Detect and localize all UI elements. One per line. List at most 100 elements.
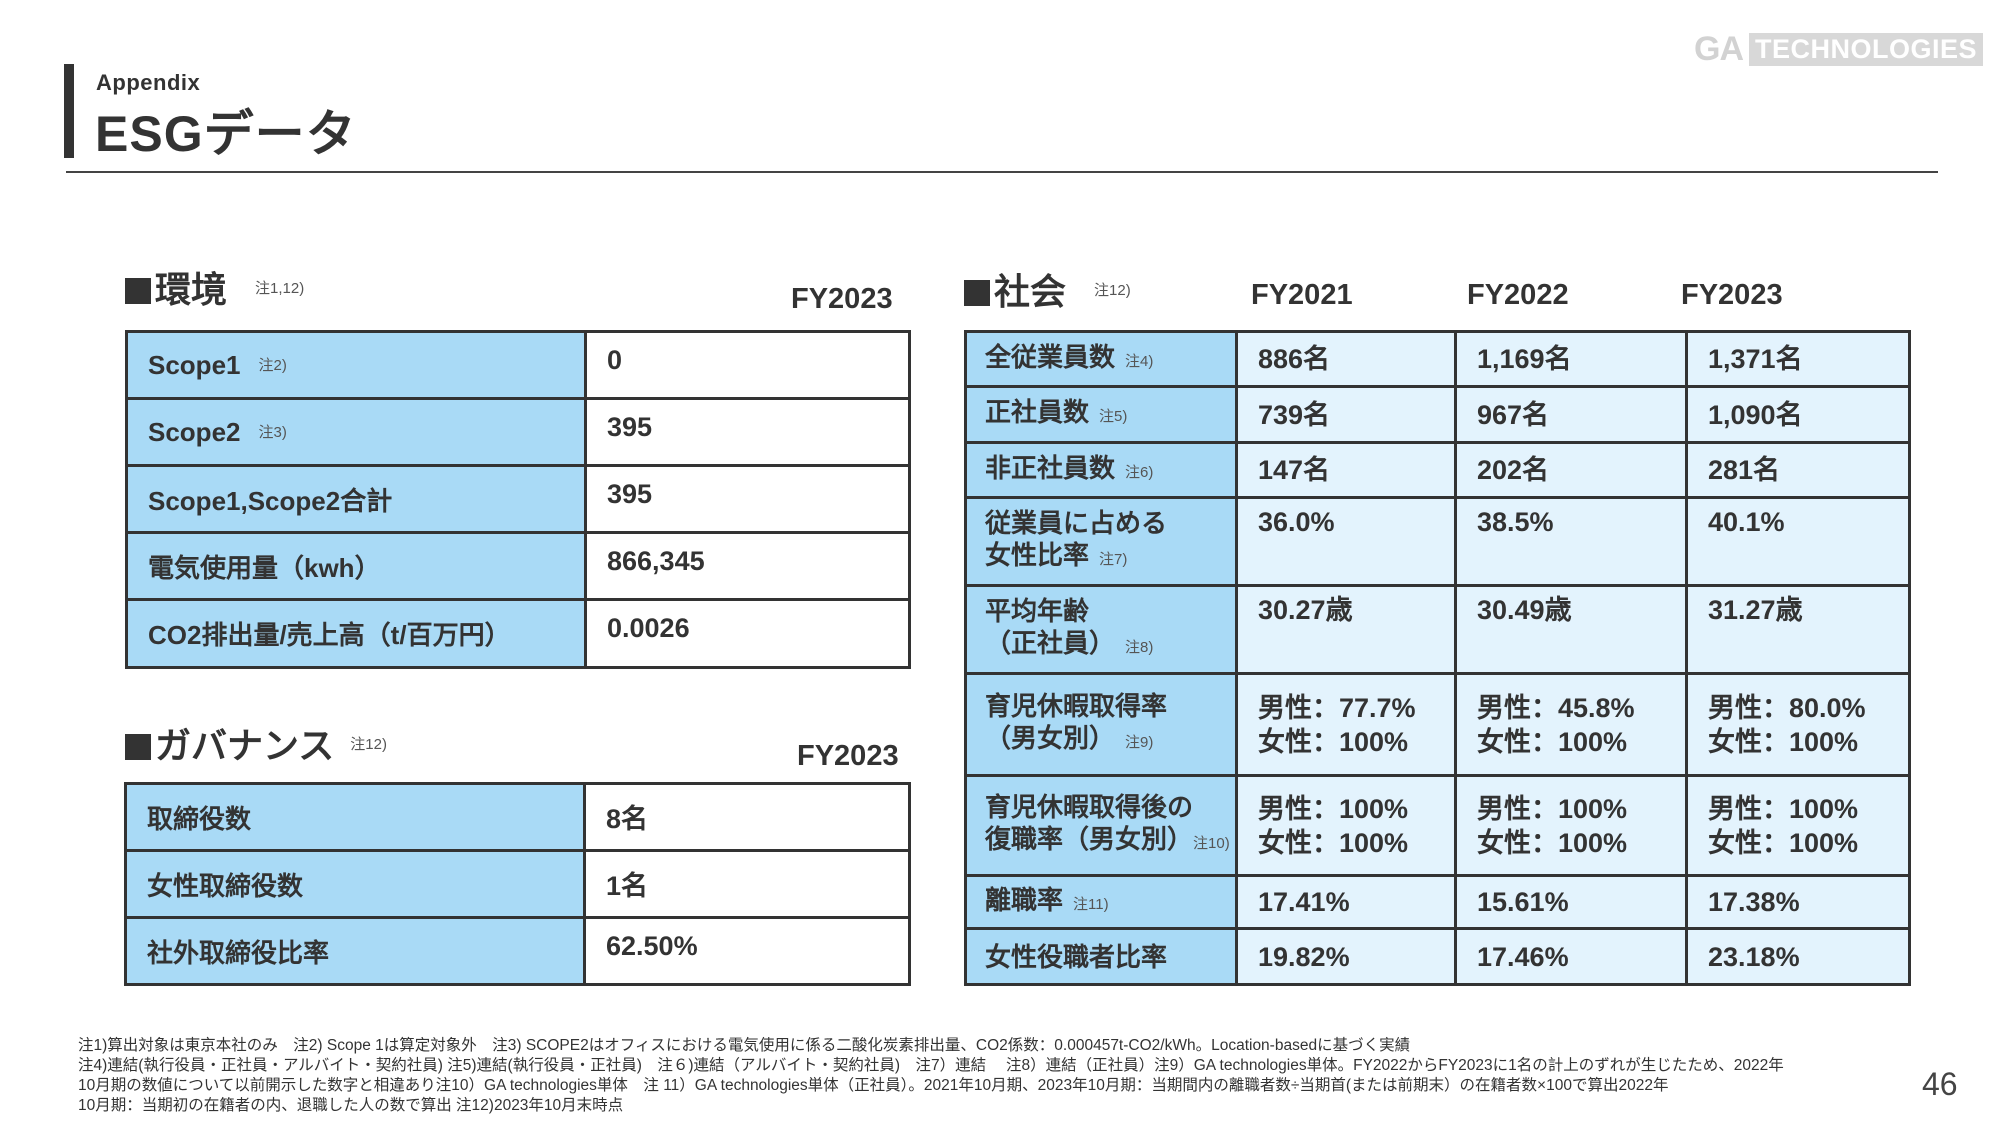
row-label: 離職率 注11)	[964, 874, 1238, 930]
row-label: 従業員に占める 女性比率 注7)	[964, 496, 1238, 587]
social-heading: 社会 注12)	[964, 272, 1131, 312]
row-label: 平均年齢 （正社員） 注8)	[964, 584, 1238, 675]
environment-year: FY2023	[791, 283, 893, 315]
square-bullet-icon	[125, 734, 151, 760]
fy2023-value: 17.38%	[1685, 874, 1911, 930]
row-label: 取締役数	[124, 782, 586, 852]
table-row: 電気使用量（kwh） 866,345	[125, 531, 911, 601]
section-eyebrow: Appendix	[96, 70, 201, 95]
fy2021-value: 36.0%	[1235, 496, 1457, 587]
environment-title: 環境	[155, 269, 228, 310]
row-label: 正社員数 注5)	[964, 385, 1238, 444]
fy2023-value: 31.27歳	[1685, 584, 1911, 675]
row-label: CO2排出量/売上高（t/百万円）	[125, 598, 587, 669]
table-row: 取締役数 8名	[124, 782, 911, 852]
row-value: 62.50%	[583, 916, 911, 986]
governance-table: 取締役数 8名 女性取締役数 1名 社外取締役比率 62.50%	[124, 782, 911, 986]
row-label: 全従業員数 注4)	[964, 330, 1238, 388]
social-year-fy2021: FY2021	[1251, 279, 1353, 311]
square-bullet-icon	[125, 278, 151, 304]
footnote-line: 注4)連結(執行役員・正社員・アルバイト・契約社員) 注5)連結(執行役員・正社…	[78, 1057, 1784, 1074]
table-row: CO2排出量/売上高（t/百万円） 0.0026	[125, 598, 911, 669]
governance-year: FY2023	[797, 740, 899, 772]
row-value: 8名	[583, 782, 911, 852]
table-row: 非正社員数 注6) 147名 202名 281名	[964, 441, 1911, 499]
row-label: 電気使用量（kwh）	[125, 531, 587, 601]
table-row: 正社員数 注5) 739名 967名 1,090名	[964, 385, 1911, 444]
row-label: Scope1 注2)	[125, 330, 587, 400]
row-label: 女性役職者比率	[964, 927, 1238, 986]
page-title: ESGデータ	[95, 106, 357, 162]
logo-wordmark: TECHNOLOGIES	[1749, 32, 1984, 66]
fy2021-value: 男性：77.7% 女性：100%	[1235, 672, 1457, 777]
row-value: 0.0026	[584, 598, 911, 669]
row-label: 非正社員数 注6)	[964, 441, 1238, 499]
row-value: 395	[584, 464, 911, 534]
fy2021-value: 147名	[1235, 441, 1457, 499]
fy2022-value: 30.49歳	[1454, 584, 1688, 675]
header-divider	[66, 171, 1938, 173]
company-logo: GA TECHNOLOGIES	[1694, 30, 1984, 68]
footnote-line: 10月期の数値について以前開示した数字と相違あり注10）GA technolog…	[78, 1077, 1669, 1094]
social-table: 全従業員数 注4) 886名 1,169名 1,371名 正社員数 注5) 739名…	[964, 330, 1911, 986]
table-row: 離職率 注11) 17.41% 15.61% 17.38%	[964, 874, 1911, 930]
fy2023-value: 男性：80.0% 女性：100%	[1685, 672, 1911, 777]
footnote-line: 10月期：当期初の在籍者の内、退職した人の数で算出 注12)2023年10月末時…	[78, 1097, 624, 1114]
fy2023-value: 281名	[1685, 441, 1911, 499]
fy2021-value: 739名	[1235, 385, 1457, 444]
table-row: Scope1,Scope2合計 395	[125, 464, 911, 534]
title-accent-bar	[64, 64, 74, 158]
environment-heading: 環境 注1,12)	[125, 270, 304, 310]
fy2022-value: 967名	[1454, 385, 1688, 444]
fy2021-value: 17.41%	[1235, 874, 1457, 930]
governance-heading: ガバナンス 注12)	[125, 726, 387, 766]
table-row: Scope2 注3) 395	[125, 397, 911, 467]
row-value: 395	[584, 397, 911, 467]
row-label: 育児休暇取得後の 復職率（男女別）注10)	[964, 774, 1238, 877]
social-year-fy2023: FY2023	[1681, 279, 1783, 311]
row-label: Scope1,Scope2合計	[125, 464, 587, 534]
table-row: 育児休暇取得率 （男女別） 注9) 男性：77.7% 女性：100% 男性：45.8%…	[964, 672, 1911, 777]
fy2022-value: 1,169名	[1454, 330, 1688, 388]
row-value: 0	[584, 330, 911, 400]
row-label: 女性取締役数	[124, 849, 586, 919]
social-year-fy2022: FY2022	[1467, 279, 1569, 311]
table-row: 従業員に占める 女性比率 注7) 36.0% 38.5% 40.1%	[964, 496, 1911, 587]
table-row: 全従業員数 注4) 886名 1,169名 1,371名	[964, 330, 1911, 388]
page-number: 46	[1922, 1066, 1958, 1102]
fy2022-value: 男性：45.8% 女性：100%	[1454, 672, 1688, 777]
fy2021-value: 19.82%	[1235, 927, 1457, 986]
footnotes: 注1)算出対象は東京本社のみ 注2) Scope 1は算定対象外 注3) SCO…	[78, 1036, 1918, 1116]
row-label: 育児休暇取得率 （男女別） 注9)	[964, 672, 1238, 777]
fy2021-value: 男性：100% 女性：100%	[1235, 774, 1457, 877]
fy2022-value: 38.5%	[1454, 496, 1688, 587]
fy2022-value: 17.46%	[1454, 927, 1688, 986]
fy2023-value: 1,090名	[1685, 385, 1911, 444]
table-row: 女性役職者比率 19.82% 17.46% 23.18%	[964, 927, 1911, 986]
fy2022-value: 202名	[1454, 441, 1688, 499]
fy2022-value: 15.61%	[1454, 874, 1688, 930]
social-note: 注12)	[1094, 282, 1131, 299]
square-bullet-icon	[964, 280, 990, 306]
table-row: 女性取締役数 1名	[124, 849, 911, 919]
environment-table: Scope1 注2) 0 Scope2 注3) 395 Scope1,Scope2合…	[125, 330, 911, 669]
row-value: 866,345	[584, 531, 911, 601]
governance-note: 注12)	[350, 736, 387, 753]
row-label: 社外取締役比率	[124, 916, 586, 986]
fy2023-value: 1,371名	[1685, 330, 1911, 388]
row-value: 1名	[583, 849, 911, 919]
logo-ga-mark: GA	[1694, 30, 1744, 68]
table-row: Scope1 注2) 0	[125, 330, 911, 400]
fy2021-value: 886名	[1235, 330, 1457, 388]
fy2021-value: 30.27歳	[1235, 584, 1457, 675]
table-row: 社外取締役比率 62.50%	[124, 916, 911, 986]
row-label: Scope2 注3)	[125, 397, 587, 467]
governance-title: ガバナンス	[155, 725, 335, 766]
fy2022-value: 男性：100% 女性：100%	[1454, 774, 1688, 877]
table-row: 平均年齢 （正社員） 注8) 30.27歳 30.49歳 31.27歳	[964, 584, 1911, 675]
fy2023-value: 男性：100% 女性：100%	[1685, 774, 1911, 877]
fy2023-value: 23.18%	[1685, 927, 1911, 986]
table-row: 育児休暇取得後の 復職率（男女別）注10) 男性：100% 女性：100% 男性：1…	[964, 774, 1911, 877]
footnote-line: 注1)算出対象は東京本社のみ 注2) Scope 1は算定対象外 注3) SCO…	[78, 1037, 1411, 1054]
fy2023-value: 40.1%	[1685, 496, 1911, 587]
